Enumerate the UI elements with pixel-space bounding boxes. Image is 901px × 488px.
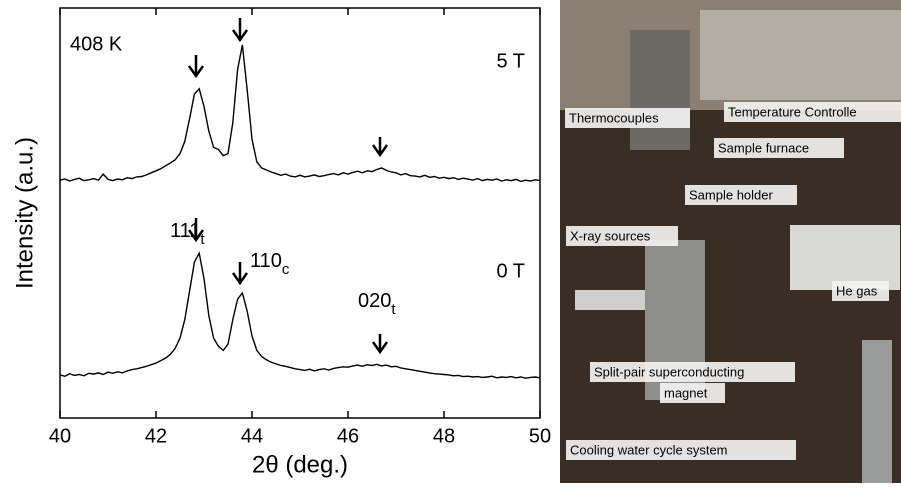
series-label: 0 T: [496, 260, 525, 282]
photo-label-box: [685, 185, 797, 205]
photo-label: magnet: [664, 385, 708, 400]
x-axis-label: 2θ (deg.): [252, 451, 348, 478]
photo-gas-cylinder: [862, 340, 892, 483]
arrow: [371, 137, 389, 158]
photo-label: Thermocouples: [569, 110, 659, 125]
photo-label: X-ray sources: [570, 228, 651, 243]
x-tick-label: 42: [145, 425, 167, 447]
annotation-text: 111: [170, 220, 200, 242]
photo-controller: [790, 225, 900, 290]
photo-label-box: [566, 226, 678, 246]
annotation-subscript: t: [391, 301, 396, 318]
photo-label-box: [724, 102, 901, 122]
arrows: [187, 18, 389, 355]
x-tick-label: 44: [241, 425, 263, 447]
photo-label: Sample furnace: [718, 140, 809, 155]
data-line: [59, 251, 541, 379]
chart: [59, 7, 541, 419]
annotation-subscript: c: [282, 261, 290, 278]
x-tick-label: 40: [49, 425, 71, 447]
photo-label-box: [714, 138, 844, 158]
series-label: 5 T: [496, 50, 525, 72]
x-tick-label: 50: [529, 425, 551, 447]
arrow: [231, 262, 249, 286]
photo-label: Sample holder: [689, 187, 773, 202]
annotation: 110c: [250, 250, 290, 278]
photo-label-box: [660, 383, 725, 403]
data-line: [59, 44, 541, 183]
photo-label-box: [566, 440, 796, 460]
photo-label: Split-pair superconducting: [594, 364, 744, 379]
annotation: 111t: [170, 220, 205, 248]
photo-blinds: [700, 10, 901, 100]
annotation: 020t: [358, 290, 396, 318]
y-axis-label: Intensity (a.u.): [11, 137, 38, 289]
annotation-text: 020: [358, 290, 391, 312]
photo-xray: [575, 290, 645, 310]
photo-label-box: [590, 362, 795, 382]
arrow: [187, 55, 205, 79]
annotation-subscript: t: [200, 231, 205, 248]
arrow: [231, 18, 249, 43]
arrow: [187, 218, 205, 243]
photo-label: He gas: [836, 283, 878, 298]
annotation: 408 K: [70, 33, 123, 55]
photo-label: Cooling water cycle system: [570, 442, 728, 457]
arrow: [371, 334, 389, 355]
annotation-text: 110: [250, 250, 282, 272]
photo-label-box: [832, 281, 889, 301]
photo-furnace: [630, 30, 690, 150]
x-tick-label: 48: [433, 425, 455, 447]
x-tick-label: 46: [337, 425, 359, 447]
photo-label: Temperature Controlle: [728, 104, 857, 119]
plot-frame: [59, 7, 541, 419]
photo-label-box: [565, 108, 690, 128]
